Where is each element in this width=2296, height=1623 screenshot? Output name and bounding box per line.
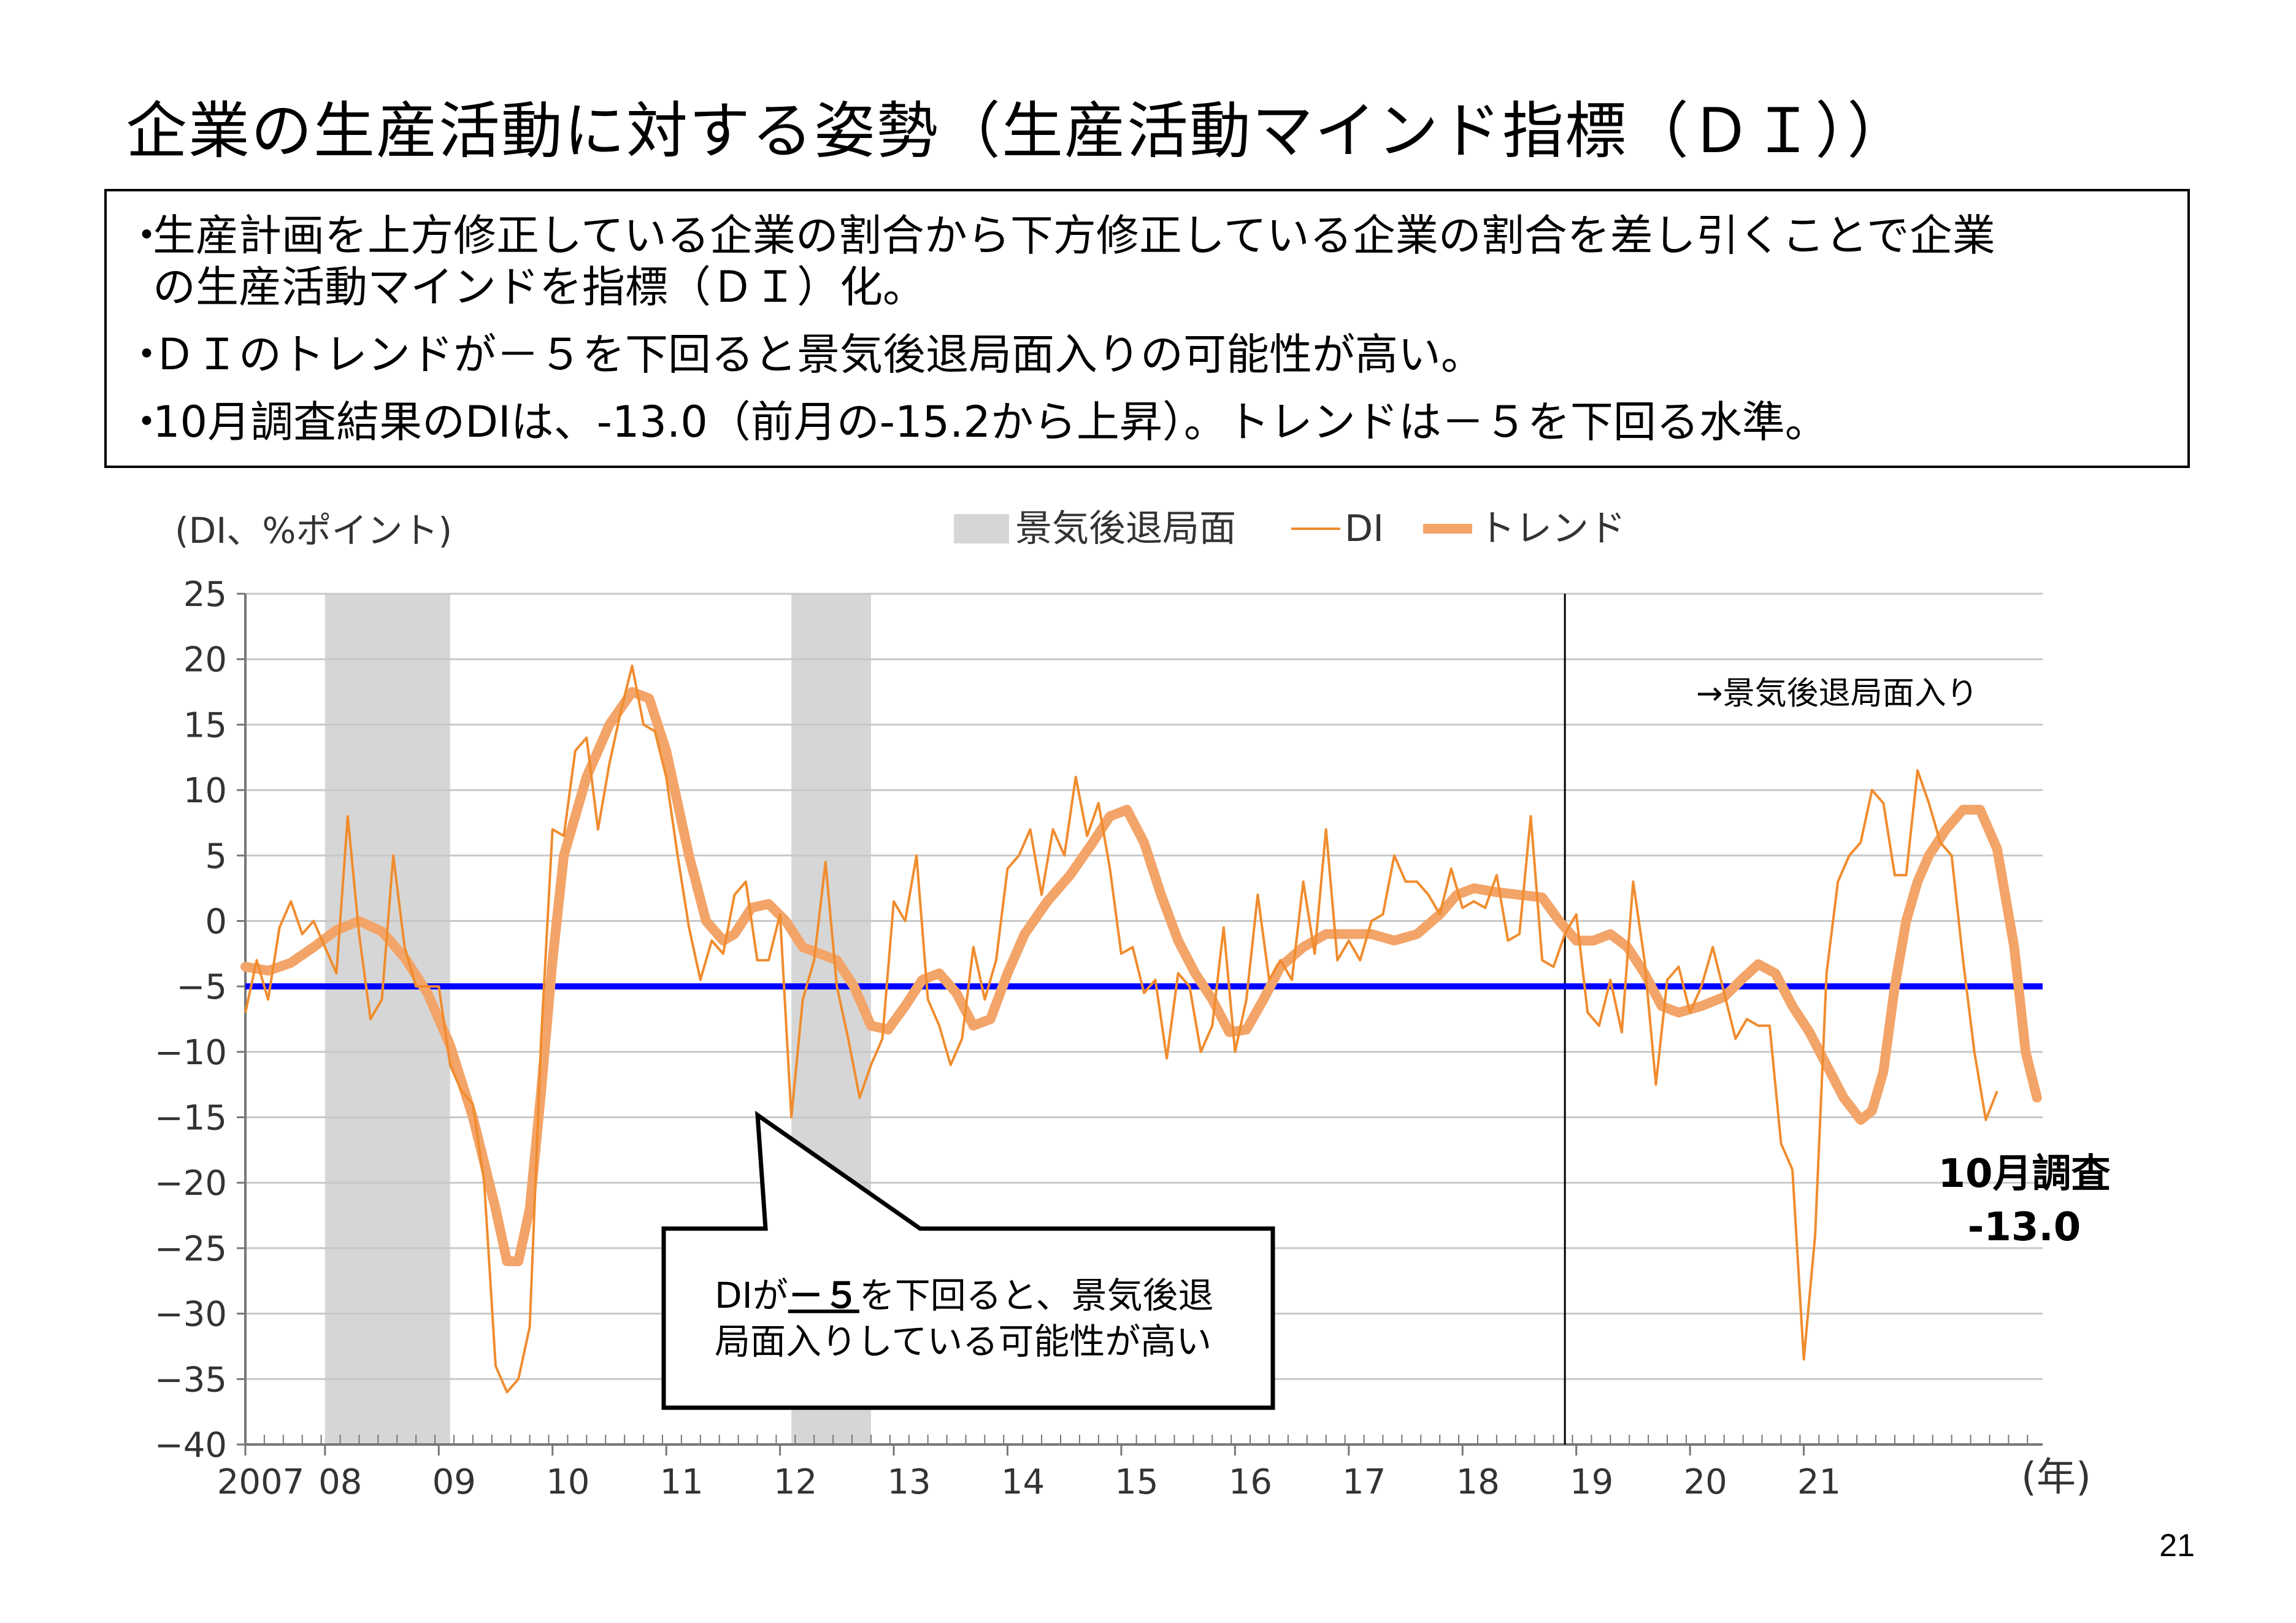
y-tick-label: 25 xyxy=(183,575,227,615)
callout-line-2: 局面入りしている可能性が高い xyxy=(715,1321,1211,1362)
page-title: 企業の生産活動に対する姿勢（生産活動マインド指標（ＤＩ）） xyxy=(126,95,1910,167)
x-tick-label: 15 xyxy=(1115,1462,1158,1502)
summary-box: ・ 生産計画を上方修正している企業の割合から下方修正している企業の割合を差し引く… xyxy=(104,189,2190,468)
x-tick-label: 08 xyxy=(318,1462,362,1502)
callout-emph: －５ xyxy=(788,1275,859,1316)
callout-suffix: を下回ると、景気後退 xyxy=(859,1275,1214,1316)
y-tick-label: −25 xyxy=(155,1229,227,1269)
bullet-marker: ・ xyxy=(125,329,168,380)
x-axis-unit: (年) xyxy=(2021,1455,2091,1500)
y-tick-label: 10 xyxy=(183,771,227,811)
y-tick-label: 20 xyxy=(183,640,227,680)
y-unit-label: (DI、%ポイント) xyxy=(175,510,452,551)
y-tick-label: −5 xyxy=(176,967,227,1007)
x-tick-label: 09 xyxy=(432,1462,476,1502)
x-tick-label: 20 xyxy=(1683,1462,1727,1502)
callout-prefix: DIが xyxy=(715,1275,788,1316)
x-tick-label: 18 xyxy=(1456,1462,1500,1502)
bullet-1-line-2: の生産活動マインドを指標（ＤＩ）化。 xyxy=(153,262,926,312)
bullet-marker: ・ xyxy=(125,210,168,261)
x-tick-label: 2007 xyxy=(217,1462,305,1502)
legend: 景気後退局面 DI トレンド xyxy=(954,507,1626,550)
x-tick-label: 21 xyxy=(1797,1462,1841,1502)
bullet-marker: ・ xyxy=(125,397,168,447)
latest-label-title: 10月調査 xyxy=(1938,1151,2110,1197)
x-tick-label: 19 xyxy=(1570,1462,1613,1502)
x-tick-label: 11 xyxy=(660,1462,704,1502)
bullet-2-text: ＤＩのトレンドが－５を下回ると景気後退局面入りの可能性が高い。 xyxy=(153,329,1484,380)
y-tick-label: −20 xyxy=(155,1164,227,1203)
y-tick-label: 5 xyxy=(205,837,227,877)
y-tick-label: 15 xyxy=(183,705,227,745)
legend-di-label: DI xyxy=(1345,507,1384,550)
bullet-3: ・ 10月調査結果のDIは、-13.0（前月の-15.2から上昇）。トレンドは－… xyxy=(125,396,2163,448)
recession-entry-label: →景気後退局面入り xyxy=(1696,675,1978,712)
x-tick-label: 16 xyxy=(1229,1462,1272,1502)
x-tick-label: 13 xyxy=(887,1462,931,1502)
latest-label-value: -13.0 xyxy=(1968,1205,2081,1250)
legend-recession-swatch xyxy=(954,514,1009,543)
callout-line-1: DIが－５を下回ると、景気後退 xyxy=(715,1275,1213,1316)
callout: DIが－５を下回ると、景気後退 局面入りしている可能性が高い xyxy=(661,1110,1275,1410)
page-number: 21 xyxy=(2159,1528,2195,1564)
legend-trend-label: トレンド xyxy=(1478,507,1626,550)
bullet-2: ・ ＤＩのトレンドが－５を下回ると景気後退局面入りの可能性が高い。 xyxy=(125,329,2163,380)
y-tick-label: −30 xyxy=(155,1295,227,1335)
trend-series-line xyxy=(240,687,2042,1267)
bullet-1-line-1: 生産計画を上方修正している企業の割合から下方修正している企業の割合を差し引くこと… xyxy=(153,210,1995,261)
bullet-1: ・ 生産計画を上方修正している企業の割合から下方修正している企業の割合を差し引く… xyxy=(125,210,2163,313)
x-tick-label: 10 xyxy=(546,1462,589,1502)
x-tick-label: 17 xyxy=(1342,1462,1386,1502)
bullet-3-text: 10月調査結果のDIは、-13.0（前月の-15.2から上昇）。トレンドは－５を… xyxy=(153,397,1828,447)
x-tick-label: 12 xyxy=(774,1462,817,1502)
y-tick-label: −35 xyxy=(155,1360,227,1400)
y-tick-label: −15 xyxy=(155,1099,227,1138)
y-tick-label: −10 xyxy=(155,1033,227,1073)
x-tick-label: 14 xyxy=(1001,1462,1045,1502)
y-tick-label: −40 xyxy=(155,1425,227,1465)
recession-band-1 xyxy=(324,594,450,1445)
di-series-line xyxy=(244,664,1998,1394)
legend-recession-label: 景気後退局面 xyxy=(1015,507,1236,550)
callout-box xyxy=(661,1110,1275,1410)
y-tick-label: 0 xyxy=(205,902,227,942)
